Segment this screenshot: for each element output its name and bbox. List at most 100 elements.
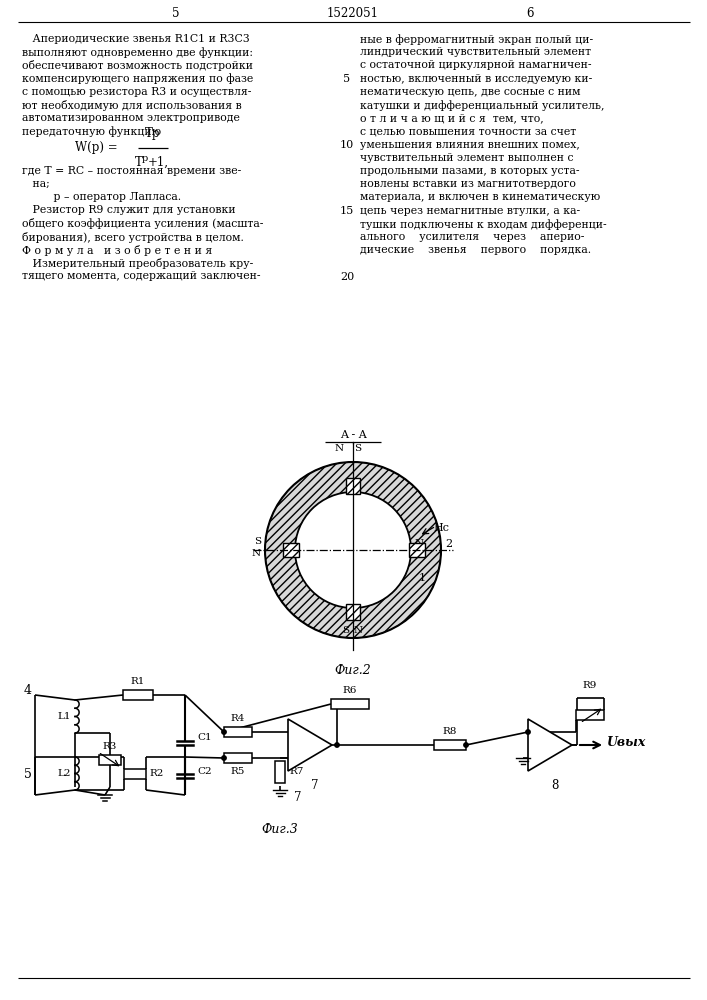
Text: 1522051: 1522051 <box>327 7 379 20</box>
Text: R2: R2 <box>149 769 163 778</box>
Bar <box>224 727 252 737</box>
Bar <box>275 761 285 783</box>
Text: бирования), всего устройства в целом.: бирования), всего устройства в целом. <box>22 232 244 243</box>
Text: материала, и включен в кинематическую: материала, и включен в кинематическую <box>360 192 600 202</box>
Text: R8: R8 <box>443 727 457 736</box>
Text: R4: R4 <box>230 714 245 723</box>
Text: W(p) =: W(p) = <box>75 141 117 154</box>
Text: Ф о р м у л а   и з о б р е т е н и я: Ф о р м у л а и з о б р е т е н и я <box>22 245 212 256</box>
Text: цепь через немагнитные втулки, а ка-: цепь через немагнитные втулки, а ка- <box>360 206 580 216</box>
Text: Tp: Tp <box>145 127 160 140</box>
Text: ностью, включенный в исследуемую ки-: ностью, включенный в исследуемую ки- <box>360 74 592 84</box>
Text: общего коэффициента усиления (масшта-: общего коэффициента усиления (масшта- <box>22 218 264 229</box>
Circle shape <box>335 743 339 747</box>
Text: 8: 8 <box>551 779 559 792</box>
Text: R3: R3 <box>103 742 117 751</box>
Text: 10: 10 <box>340 140 354 150</box>
Text: Измерительный преобразователь кру-: Измерительный преобразователь кру- <box>22 258 253 269</box>
Text: Резистор R9 служит для установки: Резистор R9 служит для установки <box>22 205 235 215</box>
Text: N: N <box>335 444 344 453</box>
Text: +: + <box>289 751 300 765</box>
Text: 5: 5 <box>24 768 32 782</box>
Text: -: - <box>532 751 537 765</box>
Text: р – оператор Лапласа.: р – оператор Лапласа. <box>22 192 181 202</box>
Text: обеспечивают возможность подстройки: обеспечивают возможность подстройки <box>22 60 253 71</box>
Text: R6: R6 <box>343 686 357 695</box>
Text: +1,: +1, <box>148 156 169 169</box>
Bar <box>124 768 146 778</box>
Text: ального    усилителя    через    аперио-: ального усилителя через аперио- <box>360 232 585 242</box>
Text: N: N <box>252 550 261 558</box>
Text: Uвых: Uвых <box>607 736 646 750</box>
Bar <box>224 753 252 763</box>
Text: передаточную функцию: передаточную функцию <box>22 126 161 137</box>
Text: продольными пазами, в которых уста-: продольными пазами, в которых уста- <box>360 166 580 176</box>
Text: L2: L2 <box>57 769 71 778</box>
Text: S: S <box>254 538 261 546</box>
Circle shape <box>222 756 226 760</box>
Text: S: S <box>342 626 349 635</box>
Text: нематическую цепь, две сосные с ним: нематическую цепь, две сосные с ним <box>360 87 580 97</box>
Text: 6: 6 <box>526 7 534 20</box>
Text: R7: R7 <box>289 768 303 776</box>
Bar <box>283 543 299 557</box>
Text: 15: 15 <box>340 206 354 216</box>
Text: 4: 4 <box>24 684 32 698</box>
Text: с остаточной циркулярной намагничен-: с остаточной циркулярной намагничен- <box>360 60 592 70</box>
Text: ные в ферромагнитный экран полый ци-: ные в ферромагнитный экран полый ци- <box>360 34 593 45</box>
Text: 20: 20 <box>340 272 354 282</box>
Text: катушки и дифференциальный усилитель,: катушки и дифференциальный усилитель, <box>360 100 604 111</box>
Text: выполняют одновременно две функции:: выполняют одновременно две функции: <box>22 47 253 58</box>
Text: 5: 5 <box>414 550 421 560</box>
Bar <box>331 699 369 709</box>
Text: N: N <box>354 626 363 635</box>
Bar <box>123 690 153 700</box>
Circle shape <box>526 730 530 734</box>
Bar <box>434 740 466 750</box>
Text: Фиг.3: Фиг.3 <box>262 823 298 836</box>
Bar <box>409 543 425 557</box>
Text: чувствительный элемент выполнен с: чувствительный элемент выполнен с <box>360 153 573 163</box>
Bar <box>99 755 121 765</box>
Text: 5: 5 <box>173 7 180 20</box>
Text: R1: R1 <box>131 677 145 686</box>
Text: Апериодические звенья R1C1 и R3C3: Апериодические звенья R1C1 и R3C3 <box>22 34 250 44</box>
Text: новлены вставки из магнитотвердого: новлены вставки из магнитотвердого <box>360 179 576 189</box>
Polygon shape <box>288 719 332 771</box>
Text: ют необходимую для использования в: ют необходимую для использования в <box>22 100 242 111</box>
Bar <box>576 710 604 720</box>
Bar <box>346 478 360 494</box>
Circle shape <box>295 492 411 608</box>
Text: S: S <box>354 444 361 453</box>
Polygon shape <box>528 719 572 771</box>
Text: 5: 5 <box>344 74 351 84</box>
Text: p: p <box>142 154 148 163</box>
Text: тящего момента, содержащий заключен-: тящего момента, содержащий заключен- <box>22 271 260 281</box>
Text: на;: на; <box>22 179 49 189</box>
Circle shape <box>265 462 441 638</box>
Circle shape <box>464 743 468 747</box>
Text: +: + <box>529 725 541 739</box>
Text: с целью повышения точности за счет: с целью повышения точности за счет <box>360 126 576 136</box>
Text: 7: 7 <box>311 779 319 792</box>
Text: Фиг.2: Фиг.2 <box>334 664 371 677</box>
Text: -: - <box>293 725 298 739</box>
Text: где T = RC – постоянная времени зве-: где T = RC – постоянная времени зве- <box>22 166 241 176</box>
Text: N: N <box>415 540 424 548</box>
Circle shape <box>222 730 226 734</box>
Text: Нс: Нс <box>433 523 449 533</box>
Text: 1: 1 <box>419 573 426 583</box>
Text: дические    звенья    первого    порядка.: дические звенья первого порядка. <box>360 245 591 255</box>
Text: C2: C2 <box>197 766 211 776</box>
Bar <box>346 604 360 620</box>
Text: L1: L1 <box>57 712 71 721</box>
Text: T: T <box>135 156 143 169</box>
Text: тушки подключены к входам дифференци-: тушки подключены к входам дифференци- <box>360 219 607 230</box>
Text: о т л и ч а ю щ и й с я  тем, что,: о т л и ч а ю щ и й с я тем, что, <box>360 113 544 123</box>
Text: 2: 2 <box>445 539 452 549</box>
Text: C1: C1 <box>197 733 211 742</box>
Text: R9: R9 <box>583 681 597 690</box>
Text: с помощью резистора R3 и осуществля-: с помощью резистора R3 и осуществля- <box>22 87 252 97</box>
Text: A - A: A - A <box>339 430 366 440</box>
Text: компенсирующего напряжения по фазе: компенсирующего напряжения по фазе <box>22 74 253 84</box>
